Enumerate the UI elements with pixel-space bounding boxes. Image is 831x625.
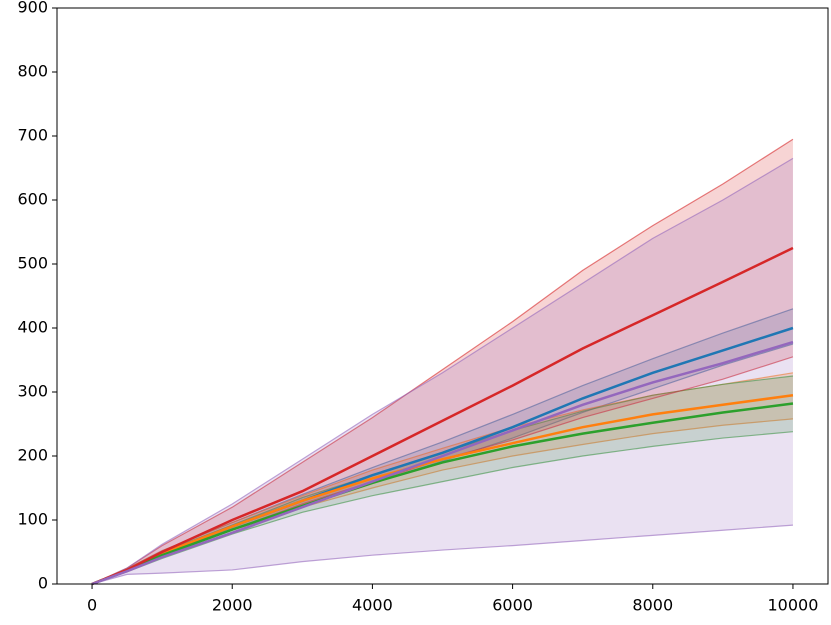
x-tick-label: 4000 [352, 596, 393, 615]
x-tick-label: 0 [87, 596, 97, 615]
x-tick-label: 10000 [768, 596, 819, 615]
mean-line [91, 340, 794, 586]
x-tick-label: 6000 [492, 596, 533, 615]
plot-area [91, 138, 794, 586]
axes-frame [56, 7, 829, 585]
y-tick-label: 700 [17, 126, 48, 145]
y-tick-label: 900 [17, 0, 48, 17]
y-tick-label: 100 [17, 510, 48, 529]
band-edge [91, 157, 794, 585]
band [92, 308, 793, 584]
y-tick-label: 400 [17, 318, 48, 337]
band [92, 158, 793, 584]
band [92, 139, 793, 584]
y-tick-label: 800 [17, 62, 48, 81]
x-tick-label: 2000 [212, 596, 253, 615]
y-tick-label: 300 [17, 382, 48, 401]
mean-line [91, 402, 794, 586]
x-tick-label: 8000 [632, 596, 673, 615]
mean-line [91, 246, 794, 586]
y-tick-label: 200 [17, 446, 48, 465]
y-tick-label: 600 [17, 190, 48, 209]
y-tick-label: 500 [17, 254, 48, 273]
band [92, 372, 793, 584]
y-tick-label: 0 [38, 574, 48, 593]
band-edge [91, 524, 793, 585]
